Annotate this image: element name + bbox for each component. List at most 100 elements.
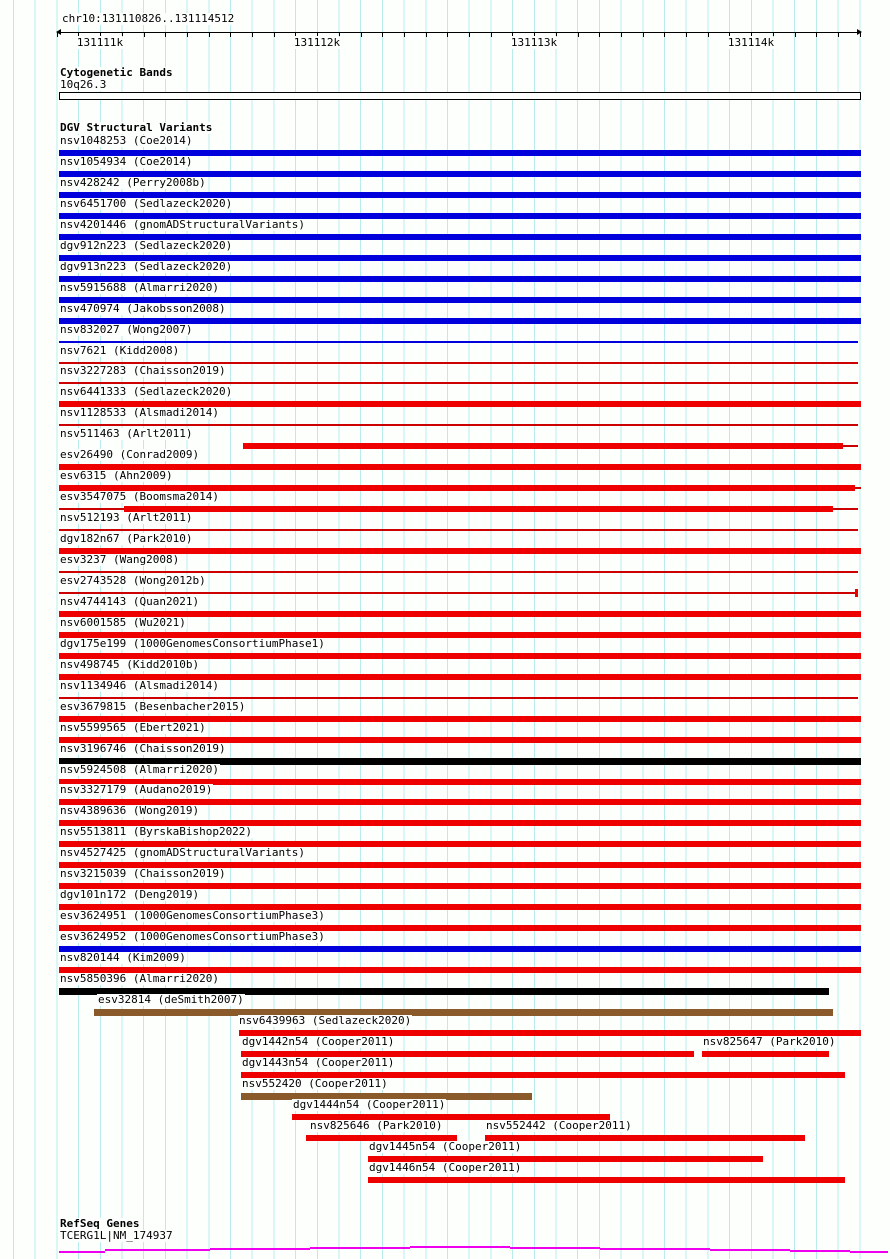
variant-label[interactable]: dgv101n172 (Deng2019)	[59, 888, 201, 902]
gene-exon-segment[interactable]	[850, 1251, 888, 1253]
variant-label[interactable]: nsv3227283 (Chaisson2019)	[59, 364, 227, 378]
variant-bar[interactable]	[59, 548, 861, 555]
variant-label[interactable]: nsv6441333 (Sedlazeck2020)	[59, 385, 234, 399]
variant-bar[interactable]	[59, 212, 861, 219]
variant-label[interactable]: esv3624952 (1000GenomesConsortiumPhase3)	[59, 930, 326, 944]
variant-label[interactable]: nsv3215039 (Chaisson2019)	[59, 867, 227, 881]
variant-bar[interactable]	[485, 1134, 805, 1141]
variant-label[interactable]: nsv3196746 (Chaisson2019)	[59, 741, 227, 755]
variant-label[interactable]: nsv552420 (Cooper2011)	[241, 1076, 389, 1090]
variant-bar[interactable]	[855, 588, 858, 597]
variant-bar[interactable]	[59, 254, 861, 261]
variant-bar[interactable]	[59, 862, 861, 869]
variant-bar[interactable]	[368, 1155, 763, 1162]
variant-label[interactable]: dgv1443n54 (Cooper2011)	[241, 1055, 396, 1069]
variant-bar[interactable]	[368, 1176, 845, 1183]
variant-bar[interactable]	[59, 529, 858, 532]
variant-label[interactable]: dgv913n223 (Sedlazeck2020)	[59, 259, 234, 273]
variant-label[interactable]: esv2743528 (Wong2012b)	[59, 573, 207, 587]
variant-bar[interactable]	[94, 1008, 833, 1016]
gene-exon-segment[interactable]	[410, 1246, 510, 1248]
variant-label[interactable]: esv3679815 (Besenbacher2015)	[59, 699, 247, 713]
variant-label[interactable]: esv32814 (deSmith2007)	[97, 992, 245, 1006]
gene-exon-segment[interactable]	[790, 1250, 850, 1252]
variant-bar[interactable]	[59, 170, 861, 177]
gene-exon-segment[interactable]	[310, 1247, 410, 1249]
variant-label[interactable]: nsv3327179 (Audano2019)	[59, 783, 214, 797]
variant-label[interactable]: nsv4201446 (gnomADStructuralVariants)	[59, 217, 307, 231]
variant-label[interactable]: nsv511463 (Arlt2011)	[59, 427, 194, 441]
variant-label[interactable]: nsv512193 (Arlt2011)	[59, 511, 194, 525]
variant-bar[interactable]	[306, 1134, 457, 1141]
variant-label[interactable]: nsv7621 (Kidd2008)	[59, 343, 181, 357]
gene-exon-segment[interactable]	[105, 1249, 210, 1251]
variant-bar[interactable]	[855, 487, 861, 490]
variant-bar[interactable]	[292, 1113, 610, 1120]
variant-label[interactable]: nsv1128533 (Alsmadi2014)	[59, 406, 220, 420]
variant-bar[interactable]	[59, 696, 858, 699]
variant-bar[interactable]	[59, 946, 861, 953]
variant-label[interactable]: nsv5915688 (Almarri2020)	[59, 280, 220, 294]
variant-bar[interactable]	[59, 778, 861, 785]
variant-label[interactable]: esv26490 (Conrad2009)	[59, 448, 201, 462]
gene-exon-segment[interactable]	[600, 1248, 710, 1250]
gene-exon-segment[interactable]	[510, 1247, 600, 1249]
variant-bar[interactable]	[243, 443, 843, 450]
variant-bar[interactable]	[59, 464, 861, 471]
variant-bar[interactable]	[124, 506, 833, 513]
variant-bar[interactable]	[59, 340, 858, 343]
variant-bar[interactable]	[59, 382, 858, 385]
variant-label[interactable]: nsv6451700 (Sedlazeck2020)	[59, 196, 234, 210]
variant-label[interactable]: nsv4744143 (Quan2021)	[59, 594, 201, 608]
variant-bar[interactable]	[59, 610, 861, 617]
variant-bar[interactable]	[59, 841, 861, 848]
cytoband-bar[interactable]	[59, 92, 861, 100]
variant-bar[interactable]	[59, 191, 861, 198]
gene-exon-segment[interactable]	[59, 1251, 105, 1253]
variant-label[interactable]: esv6315 (Ahn2009)	[59, 469, 174, 483]
variant-label[interactable]: nsv1134946 (Alsmadi2014)	[59, 678, 220, 692]
variant-label[interactable]: dgv1442n54 (Cooper2011)	[241, 1034, 396, 1048]
variant-label[interactable]: dgv175e199 (1000GenomesConsortiumPhase1)	[59, 636, 326, 650]
variant-bar[interactable]	[59, 508, 124, 511]
variant-bar[interactable]	[59, 799, 861, 806]
variant-bar[interactable]	[59, 275, 861, 282]
variant-bar[interactable]	[59, 591, 855, 594]
variant-label[interactable]: nsv498745 (Kidd2010b)	[59, 657, 201, 671]
variant-bar[interactable]	[59, 820, 861, 827]
variant-bar[interactable]	[59, 988, 829, 995]
variant-label[interactable]: nsv832027 (Wong2007)	[59, 322, 194, 336]
variant-label[interactable]: nsv1048253 (Coe2014)	[59, 134, 194, 147]
variant-bar[interactable]	[241, 1050, 694, 1057]
variant-label[interactable]: dgv1446n54 (Cooper2011)	[368, 1160, 523, 1174]
variant-bar[interactable]	[59, 317, 861, 324]
variant-label[interactable]: dgv182n67 (Park2010)	[59, 532, 194, 546]
cytoband-label[interactable]: 10q26.3	[59, 78, 108, 91]
variant-bar[interactable]	[843, 445, 858, 448]
gene-label[interactable]: TCERG1L|NM_174937	[59, 1229, 174, 1242]
variant-bar[interactable]	[702, 1050, 829, 1057]
variant-label[interactable]: nsv5924508 (Almarri2020)	[59, 762, 220, 776]
variant-label[interactable]: nsv5850396 (Almarri2020)	[59, 972, 220, 985]
gene-exon-segment[interactable]	[210, 1248, 310, 1250]
variant-bar[interactable]	[59, 925, 861, 932]
variant-label[interactable]: dgv1444n54 (Cooper2011)	[292, 1097, 447, 1111]
variant-bar[interactable]	[241, 1092, 532, 1100]
variant-bar[interactable]	[59, 631, 861, 638]
variant-label[interactable]: nsv1054934 (Coe2014)	[59, 154, 194, 168]
variant-bar[interactable]	[241, 1071, 845, 1078]
variant-label[interactable]: nsv6439963 (Sedlazeck2020)	[238, 1013, 413, 1027]
variant-bar[interactable]	[59, 424, 858, 427]
variant-label[interactable]: nsv6001585 (Wu2021)	[59, 615, 187, 629]
variant-label[interactable]: nsv552442 (Cooper2011)	[485, 1118, 633, 1132]
variant-bar[interactable]	[59, 967, 861, 974]
variant-label[interactable]: dgv1445n54 (Cooper2011)	[368, 1139, 523, 1153]
variant-label[interactable]: nsv820144 (Kim2009)	[59, 951, 187, 965]
variant-bar[interactable]	[833, 508, 858, 511]
variant-bar[interactable]	[59, 401, 861, 408]
variant-bar[interactable]	[239, 1029, 861, 1036]
variant-label[interactable]: nsv470974 (Jakobsson2008)	[59, 301, 227, 315]
variant-bar[interactable]	[59, 150, 861, 156]
variant-bar[interactable]	[59, 233, 861, 240]
variant-bar[interactable]	[59, 673, 861, 680]
